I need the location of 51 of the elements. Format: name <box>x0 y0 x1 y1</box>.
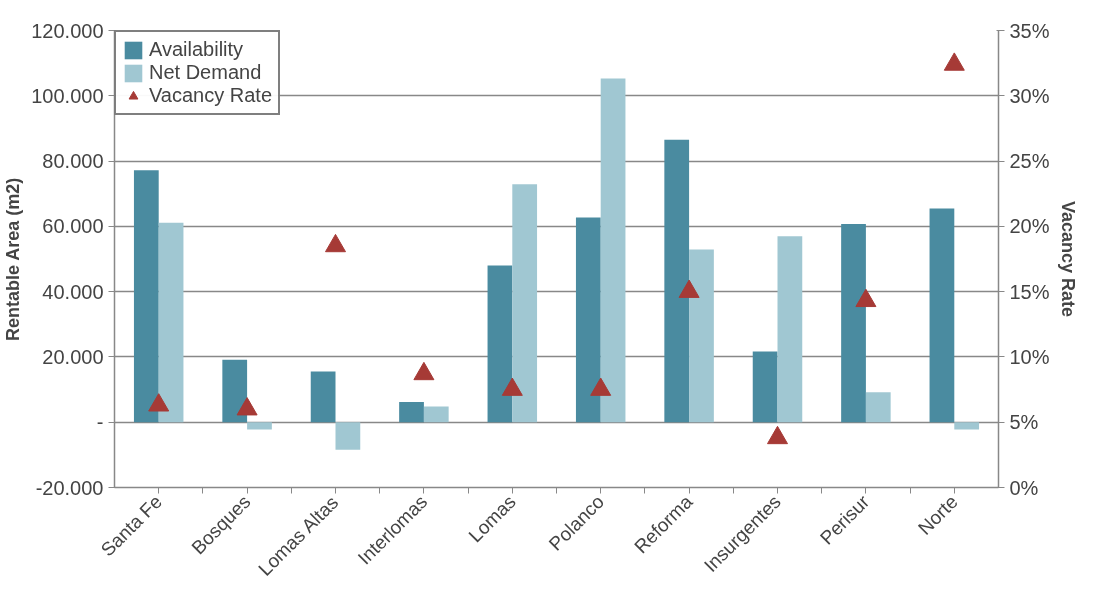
bar <box>841 224 866 423</box>
bar <box>865 392 891 423</box>
bar <box>399 401 424 423</box>
point <box>678 279 700 298</box>
y2-tick-label: 5% <box>1009 411 1039 434</box>
bar <box>487 265 513 423</box>
y-tick-label: 40.000 <box>42 280 104 303</box>
y2-tick-label: 25% <box>1009 150 1050 173</box>
y-tick-label: -20.000 <box>35 476 104 499</box>
bar <box>929 208 955 423</box>
y2-tick-label: 0% <box>1009 476 1039 499</box>
bar <box>575 217 601 423</box>
bar <box>423 406 449 423</box>
bar <box>752 351 778 423</box>
bar <box>335 422 361 450</box>
y-tick-label: 80.000 <box>42 150 104 173</box>
bar <box>310 371 336 423</box>
point <box>236 397 258 416</box>
y-tick-label: 60.000 <box>42 215 104 238</box>
legend-label: Vacancy Rate <box>149 84 273 107</box>
point <box>943 52 965 71</box>
point <box>855 288 877 308</box>
legend-label: Net Demand <box>149 61 262 84</box>
y-axis-title: Rentable Area (m2) <box>3 177 24 342</box>
bar <box>664 139 690 423</box>
y2-tick-label: 30% <box>1009 84 1050 107</box>
y2-tick-label: 10% <box>1009 345 1050 368</box>
y2-tick-label: 20% <box>1009 215 1050 238</box>
point <box>590 377 612 396</box>
y-tick-label: 20.000 <box>42 345 104 368</box>
bar <box>689 249 714 423</box>
point <box>413 361 435 381</box>
bar <box>777 236 803 423</box>
bar <box>512 184 538 423</box>
y-tick-label: - <box>96 411 104 434</box>
y2-tick-label: 15% <box>1009 280 1050 303</box>
point <box>501 377 523 396</box>
bar <box>954 422 980 430</box>
y2-tick-label: 35% <box>1009 19 1050 42</box>
y-tick-label: 100.000 <box>31 84 104 107</box>
y2-axis-title: Vacancy Rate <box>1057 200 1078 318</box>
point <box>148 393 170 412</box>
bar <box>600 78 626 423</box>
point <box>767 425 788 445</box>
legend-label: Availability <box>149 38 244 61</box>
bar <box>133 170 159 423</box>
y-tick-label: 120.000 <box>31 19 104 42</box>
bar <box>247 422 272 430</box>
point <box>325 233 346 253</box>
bar <box>222 359 248 423</box>
bar <box>158 222 184 423</box>
